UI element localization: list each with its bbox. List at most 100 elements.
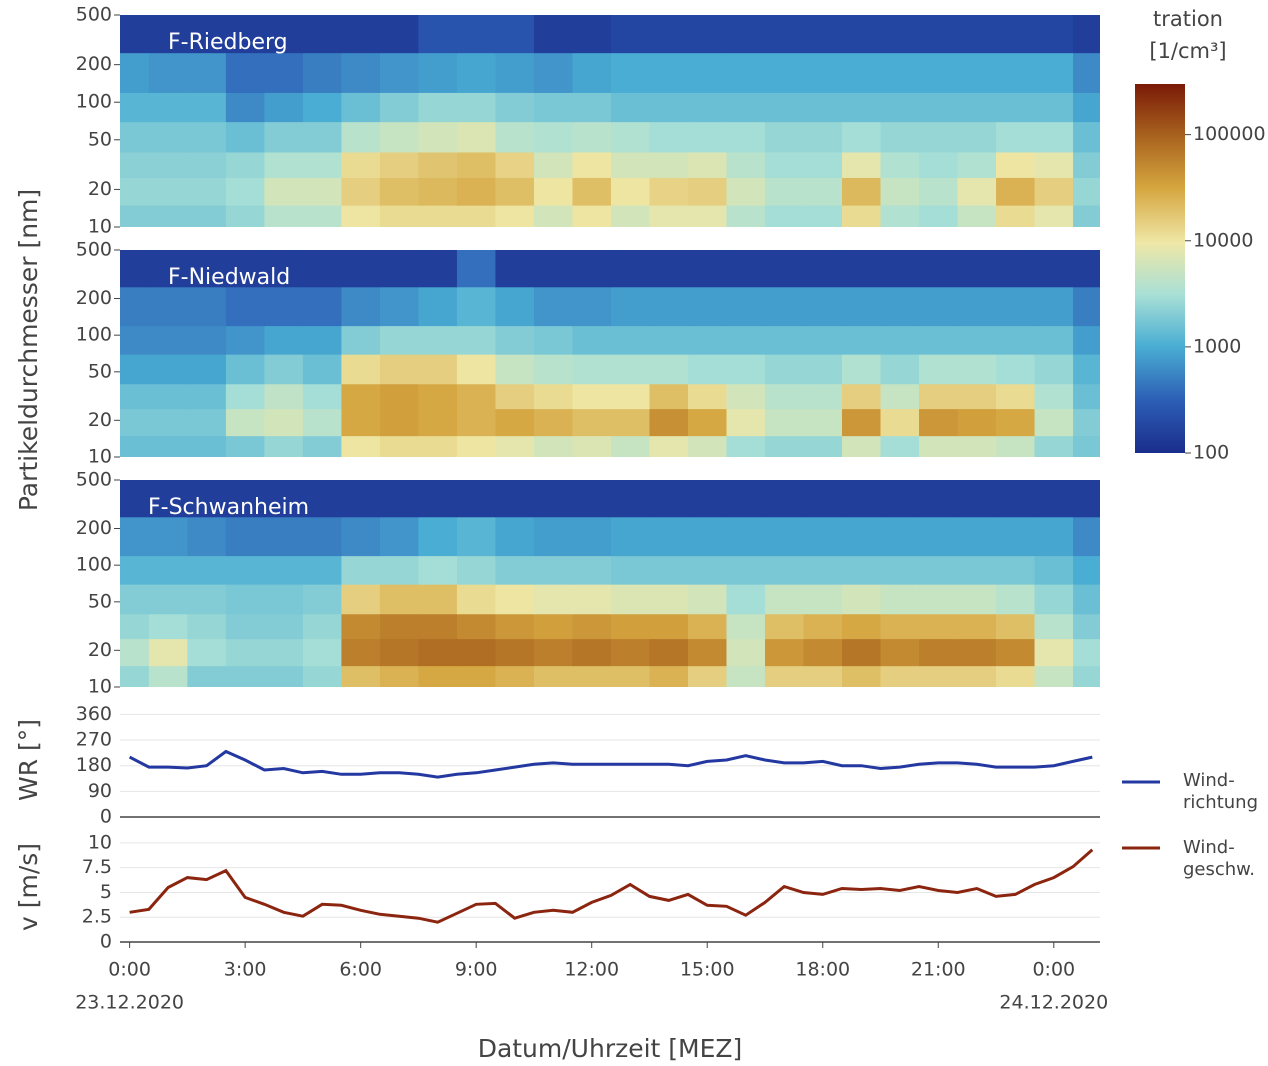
y-tick-label: 500	[76, 239, 112, 261]
heatmap-cell	[803, 516, 843, 557]
heatmap-cell	[996, 665, 1036, 687]
heatmap-cell	[996, 325, 1036, 355]
heatmap-cell	[187, 555, 227, 585]
heatmap-cell	[1073, 613, 1100, 640]
heatmap-cell	[418, 177, 458, 206]
y-axis-title: WR [°]	[14, 719, 43, 801]
heatmap-cell	[533, 92, 574, 123]
heatmap-cell	[996, 151, 1036, 178]
heatmap-cell	[610, 435, 651, 457]
heatmap-cell	[225, 151, 266, 178]
heatmap-cell	[418, 325, 458, 355]
y-tick-label: 90	[88, 780, 112, 802]
heatmap-cell	[687, 638, 728, 667]
heatmap-cell	[120, 15, 150, 54]
heatmap-cell	[687, 250, 728, 288]
heatmap-cell	[264, 354, 304, 385]
heatmap-cell	[148, 555, 188, 585]
heatmap-cell	[687, 325, 728, 355]
heatmap-cell	[379, 383, 420, 410]
heatmap-cell	[919, 354, 959, 385]
y-tick-label: 0	[100, 806, 112, 828]
heatmap-cell	[803, 52, 843, 93]
heatmap-cell	[302, 516, 343, 557]
heatmap-cell	[842, 584, 882, 615]
heatmap-cell	[803, 15, 843, 54]
heatmap-cell	[803, 480, 843, 518]
heatmap-cell	[225, 555, 266, 585]
heatmap-cell	[803, 250, 843, 288]
x-tick-label: 9:00	[455, 959, 498, 981]
heatmap-cell	[649, 15, 689, 54]
heatmap-cell	[919, 638, 959, 667]
heatmap-cell	[379, 325, 420, 355]
heatmap-cell	[418, 555, 458, 585]
heatmap-cell	[187, 638, 227, 667]
heatmap-cell	[120, 354, 150, 385]
heatmap-cell	[495, 638, 535, 667]
heatmap-cell	[957, 516, 997, 557]
heatmap-cell	[148, 613, 188, 640]
y-tick-label: 10	[88, 446, 112, 468]
heatmap-cell	[649, 286, 689, 327]
heatmap-cell	[687, 584, 728, 615]
heatmap-cell	[610, 286, 651, 327]
heatmap-cell	[148, 584, 188, 615]
heatmap-cell	[996, 177, 1036, 206]
heatmap-cell	[341, 480, 381, 518]
heatmap-cell	[1073, 92, 1100, 123]
heatmap-cell	[225, 205, 266, 227]
heatmap-cell	[264, 555, 304, 585]
heatmap-cell	[302, 92, 343, 123]
heatmap-cell	[764, 151, 805, 178]
heatmap-cell	[687, 408, 728, 437]
heatmap-cell	[1073, 435, 1100, 457]
heatmap-cell	[764, 480, 805, 518]
heatmap-cell	[1073, 584, 1100, 615]
heatmap-cell	[572, 121, 612, 153]
heatmap-cell	[610, 555, 651, 585]
heatmap-cell	[687, 205, 728, 227]
heatmap	[120, 250, 1100, 457]
heatmap-cell	[495, 354, 535, 385]
heatmap-cell	[1073, 177, 1100, 206]
heatmap-cell	[957, 92, 997, 123]
heatmap-cell	[264, 286, 304, 327]
legend-label: Wind- geschw.	[1183, 837, 1255, 880]
panel-title: F-Riedberg	[168, 30, 288, 55]
heatmap-cell	[957, 354, 997, 385]
heatmap-cell	[533, 205, 574, 227]
heatmap-cell	[379, 613, 420, 640]
heatmap-cell	[120, 638, 150, 667]
heatmap-cell	[649, 480, 689, 518]
colorbar	[1135, 84, 1185, 453]
heatmap-cell	[1073, 638, 1100, 667]
heatmap-cell	[919, 286, 959, 327]
heatmap-cell	[379, 250, 420, 288]
heatmap-cell	[187, 92, 227, 123]
heatmap-cell	[610, 92, 651, 123]
heatmap-cell	[919, 408, 959, 437]
heatmap-cell	[418, 613, 458, 640]
heatmap-cell	[919, 15, 959, 54]
colorbar-title: [1/cm³]	[1149, 39, 1226, 63]
x-tick-label: 0:00	[108, 959, 151, 981]
heatmap-cell	[842, 638, 882, 667]
heatmap-cell	[1073, 286, 1100, 327]
heatmap-cell	[996, 435, 1036, 457]
heatmap-cell	[610, 516, 651, 557]
heatmap-cell	[1034, 354, 1074, 385]
heatmap-cell	[225, 354, 266, 385]
heatmap-cell	[610, 205, 651, 227]
heatmap-cell	[379, 92, 420, 123]
heatmap-cell	[919, 92, 959, 123]
heatmap-cell	[957, 408, 997, 437]
y-tick-label: 20	[88, 409, 112, 431]
heatmap-cell	[302, 638, 343, 667]
y-tick-label: 360	[76, 703, 112, 725]
heatmap-cell	[957, 665, 997, 687]
x-tick-label: 6:00	[339, 959, 382, 981]
heatmap-cell	[572, 177, 612, 206]
heatmap-cell	[533, 15, 574, 54]
date-label: 23.12.2020	[75, 992, 184, 1014]
